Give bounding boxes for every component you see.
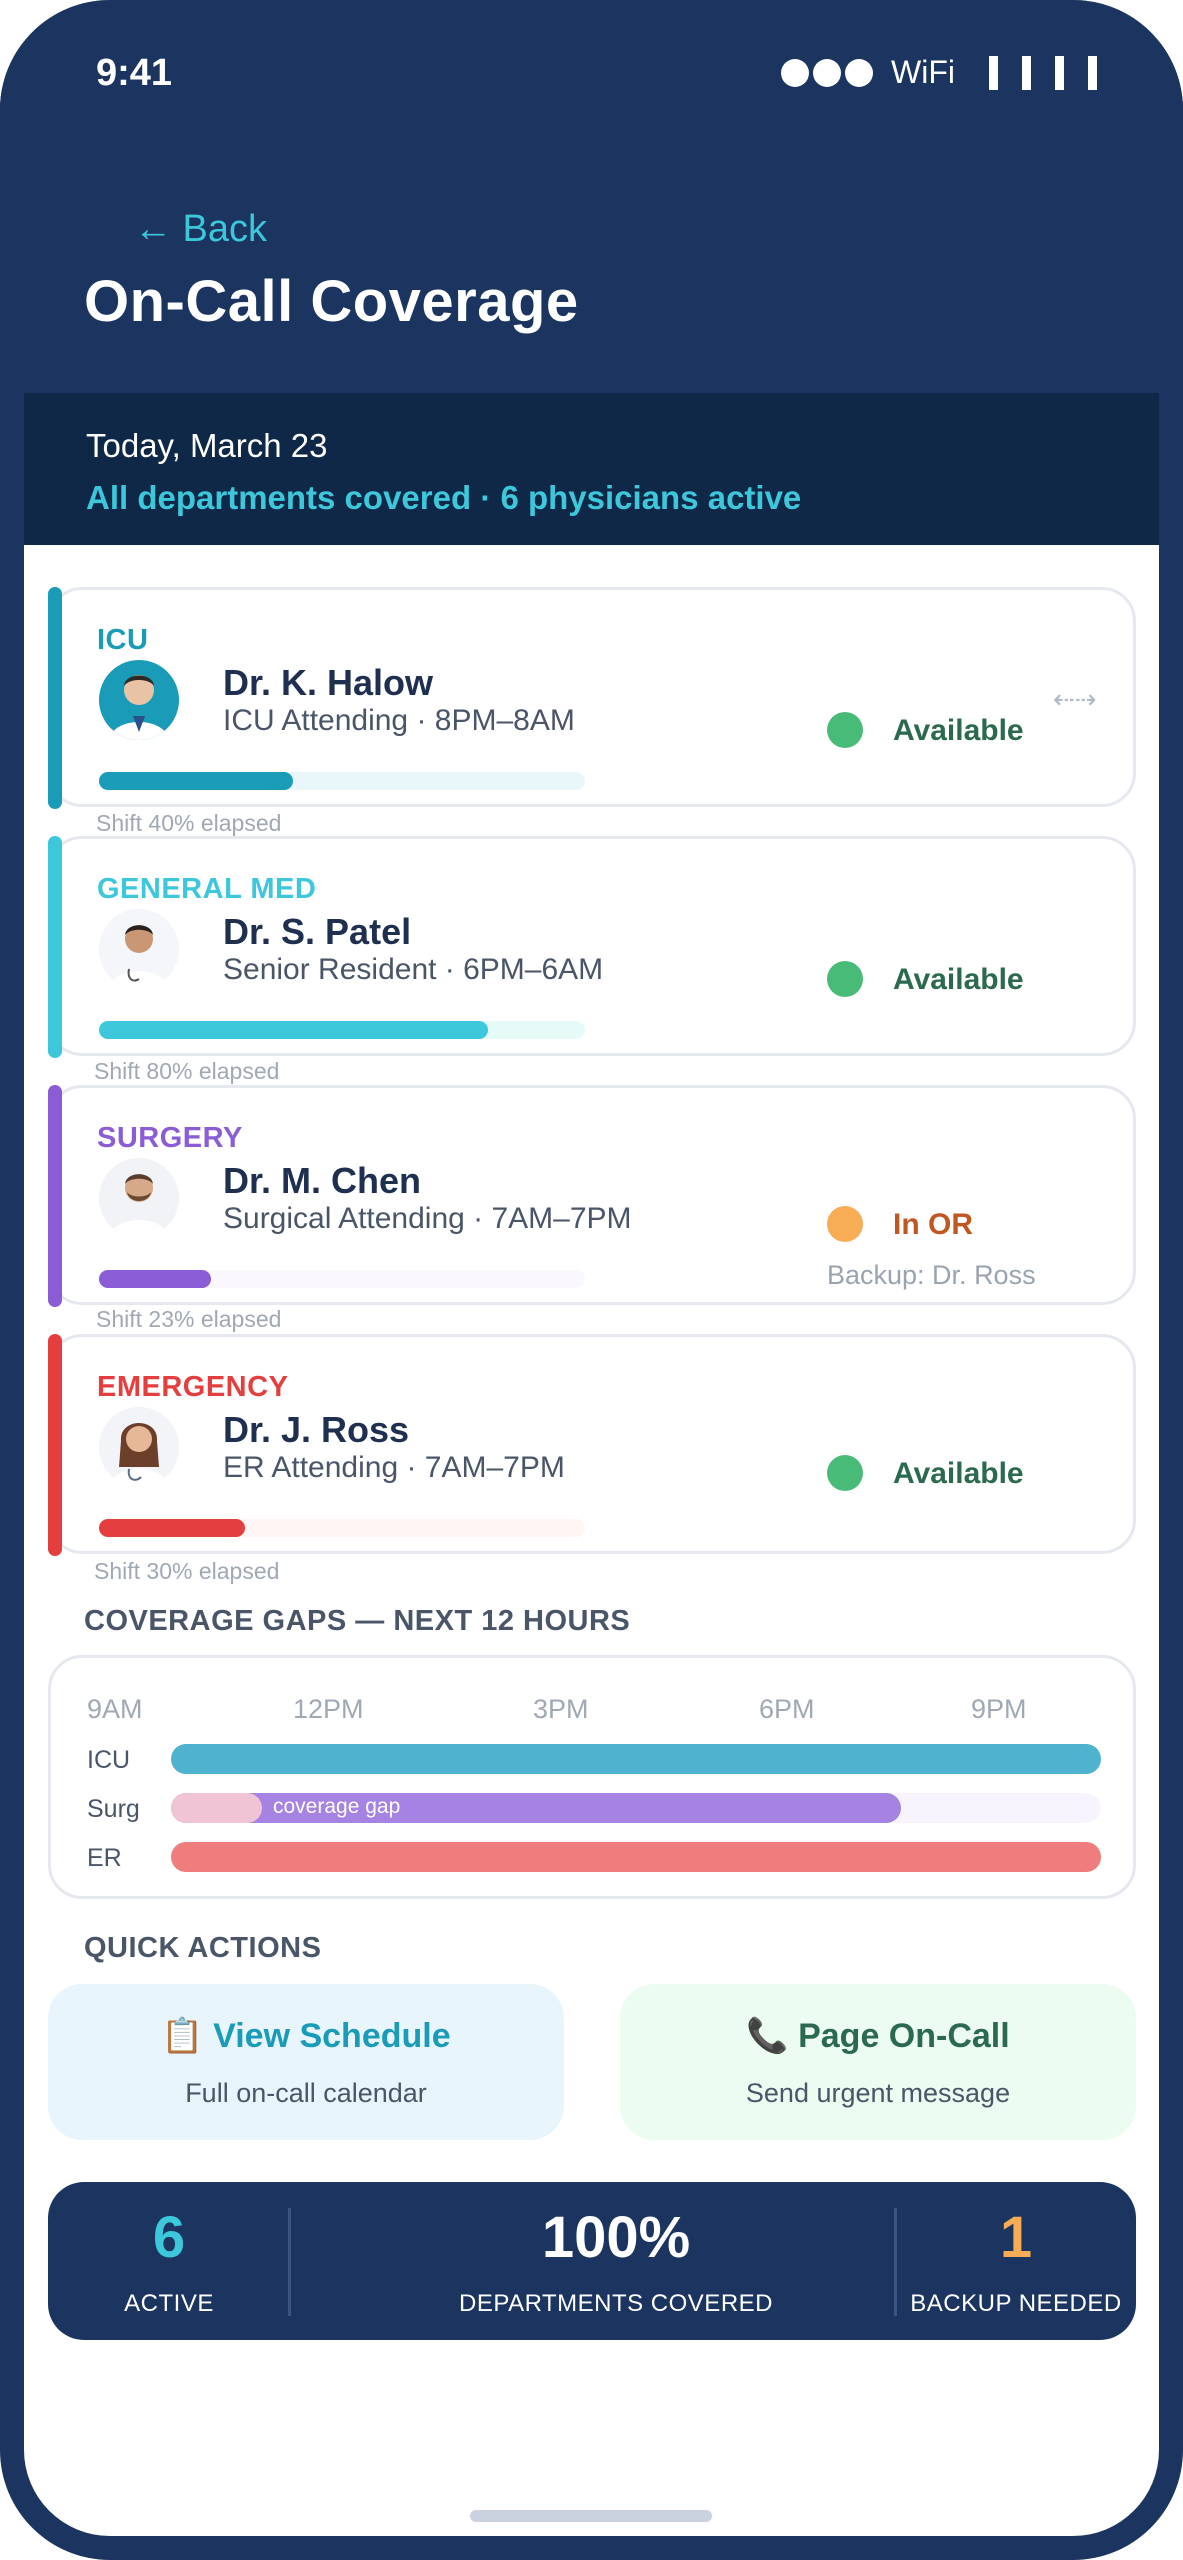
timeline-row-label: ER bbox=[87, 1844, 122, 1872]
timeline-row-label: ICU bbox=[87, 1746, 131, 1774]
doctor-role: ER Attending · 7AM–7PM bbox=[223, 1451, 565, 1484]
coverage-segment bbox=[171, 1842, 1101, 1872]
coverage-segment bbox=[171, 1744, 1101, 1774]
shift-progress-bar bbox=[99, 772, 585, 790]
availability-status: In OR bbox=[893, 1208, 973, 1241]
battery-bars-icon bbox=[989, 55, 1097, 90]
doctor-name: Dr. J. Ross bbox=[223, 1409, 410, 1450]
status-dot-icon bbox=[827, 1455, 863, 1491]
doctor-role: Surgical Attending · 7AM–7PM bbox=[223, 1202, 632, 1235]
avatar bbox=[99, 1407, 179, 1487]
shift-elapsed: Shift 23% elapsed bbox=[96, 1306, 282, 1332]
department-card-general-med[interactable]: GENERAL MED Dr. S. Patel Senior Resident… bbox=[48, 836, 1136, 1058]
avatar bbox=[99, 1158, 179, 1238]
stat-active: 6 ACTIVE bbox=[48, 2182, 290, 2340]
view-schedule-title: 📋 View Schedule bbox=[161, 2017, 451, 2055]
page-on-call-title: 📞 Page On-Call bbox=[746, 2017, 1010, 2055]
coverage-gap-label: coverage gap bbox=[273, 1795, 401, 1818]
department-name: ICU bbox=[97, 624, 149, 656]
shift-elapsed: Shift 80% elapsed bbox=[94, 1058, 280, 1084]
backup-note: Backup: Dr. Ross bbox=[827, 1260, 1036, 1290]
signal-dots-icon bbox=[781, 58, 874, 87]
wifi-label: WiFi bbox=[891, 54, 955, 90]
stats-bar: 6 ACTIVE 100% DEPARTMENTS COVERED 1 BACK… bbox=[48, 2182, 1136, 2340]
shift-progress-bar bbox=[99, 1021, 585, 1039]
stat-label: ACTIVE bbox=[124, 2290, 214, 2317]
clipboard-icon: 📋 bbox=[161, 2017, 204, 2055]
time-tick: 9AM bbox=[87, 1694, 143, 1724]
divider bbox=[894, 2208, 897, 2316]
header-bar-overlay: 9:41 WiFi ← Back On-Call Coverage bbox=[0, 0, 1183, 393]
divider bbox=[288, 2208, 291, 2316]
doctor-name: Dr. S. Patel bbox=[223, 911, 412, 952]
page-on-call-button[interactable]: 📞 Page On-Call Send urgent message bbox=[620, 1984, 1136, 2140]
summary-status: All departments covered · 6 physicians a… bbox=[86, 479, 802, 516]
availability-status: Available bbox=[893, 963, 1024, 996]
time-tick: 9PM bbox=[971, 1694, 1027, 1724]
stat-value: 1 bbox=[999, 2205, 1033, 2270]
department-card-surgery[interactable]: SURGERY Dr. M. Chen Surgical Attending ·… bbox=[48, 1085, 1136, 1307]
department-stripe bbox=[48, 1085, 62, 1307]
coverage-gap-segment bbox=[171, 1793, 263, 1823]
stat-value: 100% bbox=[541, 2205, 691, 2270]
shift-elapsed: Shift 30% elapsed bbox=[94, 1558, 280, 1584]
department-card-icu[interactable]: ICU Dr. K. Halow ICU Attending · 8PM–8AM… bbox=[48, 587, 1136, 809]
stat-value: 6 bbox=[152, 2205, 186, 2270]
availability-status: Available bbox=[893, 1457, 1024, 1490]
availability-status: Available bbox=[893, 714, 1024, 747]
avatar bbox=[99, 909, 179, 989]
coverage-gaps-card: 9AM 12PM 3PM 6PM 9PM ICU Surg coverage g… bbox=[48, 1655, 1136, 1899]
timeline-row-label: Surg bbox=[87, 1795, 140, 1823]
status-dot-icon bbox=[827, 961, 863, 997]
summary-date: Today, March 23 bbox=[86, 427, 328, 464]
stat-backup-needed: 1 BACKUP NEEDED bbox=[896, 2182, 1136, 2340]
view-schedule-subtitle: Full on-call calendar bbox=[185, 2078, 427, 2108]
home-indicator bbox=[470, 2510, 712, 2522]
department-stripe bbox=[48, 836, 62, 1058]
time-tick: 12PM bbox=[293, 1694, 364, 1724]
doctor-name: Dr. K. Halow bbox=[223, 662, 434, 703]
time-tick: 3PM bbox=[533, 1694, 589, 1724]
timeline-track-icu bbox=[171, 1744, 1101, 1774]
time-tick: 6PM bbox=[759, 1694, 815, 1724]
avatar bbox=[99, 660, 179, 740]
shift-progress-bar bbox=[99, 1270, 585, 1288]
page-title: On-Call Coverage bbox=[84, 269, 579, 334]
department-name: GENERAL MED bbox=[97, 873, 317, 905]
coverage-segment bbox=[171, 1793, 902, 1823]
department-card-emergency[interactable]: EMERGENCY Dr. J. Ross ER Attending · 7AM… bbox=[48, 1334, 1136, 1556]
shift-progress-bar bbox=[99, 1519, 585, 1537]
summary-banner: Today, March 23 All departments covered … bbox=[24, 393, 1159, 545]
shift-elapsed: Shift 40% elapsed bbox=[96, 810, 282, 836]
stat-label: BACKUP NEEDED bbox=[910, 2290, 1122, 2317]
department-name: SURGERY bbox=[97, 1122, 243, 1154]
view-schedule-button[interactable]: 📋 View Schedule Full on-call calendar bbox=[48, 1984, 564, 2140]
status-dot-icon bbox=[827, 1206, 863, 1242]
timeline-track-er bbox=[171, 1842, 1101, 1872]
stat-label: DEPARTMENTS COVERED bbox=[459, 2290, 773, 2317]
page-on-call-subtitle: Send urgent message bbox=[745, 2078, 1011, 2108]
coverage-gaps-heading: COVERAGE GAPS — NEXT 12 HOURS bbox=[84, 1605, 631, 1637]
department-stripe bbox=[48, 1334, 62, 1556]
doctor-role: Senior Resident · 6PM–6AM bbox=[223, 953, 604, 986]
doctor-role: ICU Attending · 8PM–8AM bbox=[223, 704, 575, 737]
department-name: EMERGENCY bbox=[97, 1371, 289, 1403]
doctor-name: Dr. M. Chen bbox=[223, 1160, 422, 1201]
swap-arrows-icon[interactable]: ⇠⇢ bbox=[1053, 684, 1097, 714]
status-time: 9:41 bbox=[96, 52, 173, 94]
quick-actions-heading: QUICK ACTIONS bbox=[84, 1932, 322, 1964]
department-stripe bbox=[48, 587, 62, 809]
timeline-track-surg: coverage gap bbox=[171, 1793, 1101, 1823]
phone-icon: 📞 bbox=[746, 2017, 789, 2055]
stat-departments-covered: 100% DEPARTMENTS COVERED bbox=[290, 2182, 942, 2340]
status-indicators: WiFi bbox=[781, 54, 1097, 91]
status-dot-icon bbox=[827, 712, 863, 748]
back-button[interactable]: ← Back bbox=[134, 208, 268, 250]
